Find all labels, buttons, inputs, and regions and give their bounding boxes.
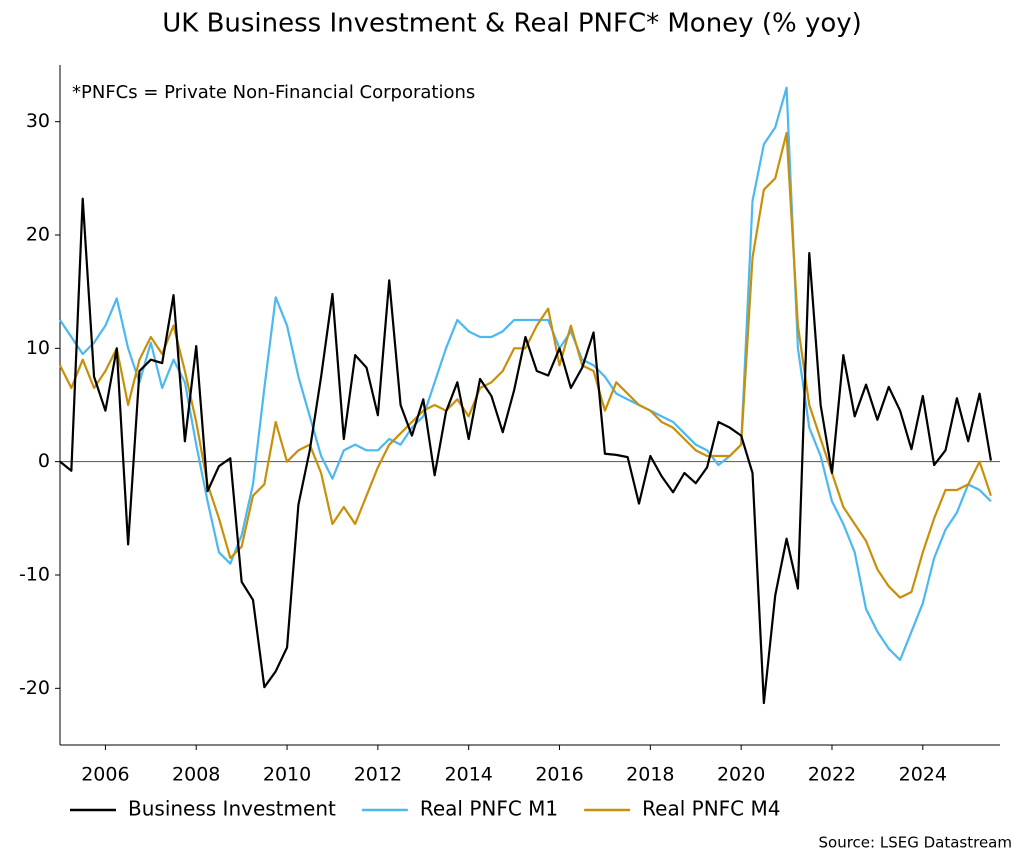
- x-tick-label: 2018: [626, 764, 674, 786]
- series-line: [59, 86, 992, 662]
- x-tick-label: 2008: [172, 764, 220, 786]
- y-tick-label: -10: [19, 564, 50, 586]
- x-tick-label: 2010: [263, 764, 311, 786]
- chart-title: UK Business Investment & Real PNFC* Mone…: [162, 9, 862, 39]
- series-line: [59, 131, 992, 599]
- y-tick-label: 10: [26, 337, 50, 359]
- x-tick-label: 2012: [354, 764, 402, 786]
- x-tick-label: 2016: [535, 764, 583, 786]
- y-tick-label: 30: [26, 110, 50, 132]
- y-tick-label: -20: [19, 677, 50, 699]
- x-tick-label: 2020: [717, 764, 765, 786]
- x-tick-label: 2024: [899, 764, 947, 786]
- x-tick-label: 2006: [81, 764, 129, 786]
- annotation: *PNFCs = Private Non-Financial Corporati…: [72, 82, 475, 103]
- x-tick-label: 2014: [445, 764, 493, 786]
- x-tick-label: 2022: [808, 764, 856, 786]
- y-tick-label: 0: [38, 450, 50, 472]
- y-tick-label: 20: [26, 224, 50, 246]
- legend-label: Business Investment: [128, 797, 336, 821]
- legend-label: Real PNFC M4: [642, 797, 780, 821]
- series-line: [59, 197, 993, 705]
- legend-label: Real PNFC M1: [420, 797, 558, 821]
- source: Source: LSEG Datastream: [819, 834, 1012, 852]
